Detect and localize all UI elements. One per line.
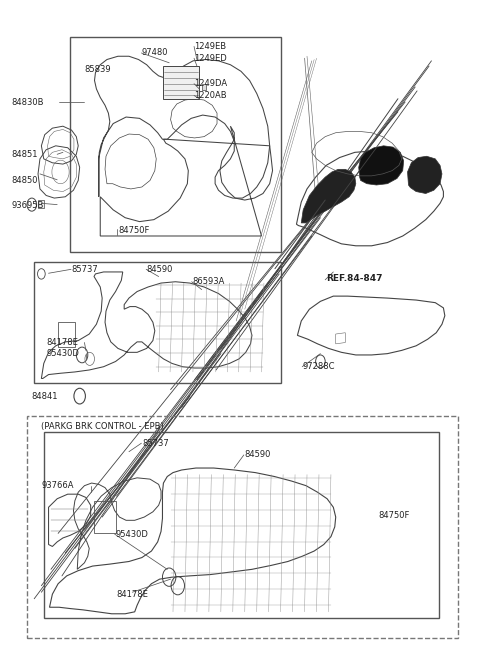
Polygon shape [408, 157, 442, 193]
Text: 95430D: 95430D [46, 349, 79, 358]
Text: REF.84-847: REF.84-847 [326, 274, 383, 283]
Bar [27, 416, 458, 638]
Text: 93695B: 93695B [11, 201, 44, 210]
Bar [70, 37, 281, 252]
Text: 84590: 84590 [245, 451, 271, 459]
Polygon shape [359, 146, 404, 185]
Text: 84178E: 84178E [116, 590, 148, 599]
Text: 84750F: 84750F [118, 226, 149, 235]
Bar [44, 432, 439, 618]
Text: 93766A: 93766A [41, 481, 74, 490]
Text: 85737: 85737 [142, 439, 168, 447]
Text: 95430D: 95430D [116, 529, 148, 538]
Text: 84851: 84851 [11, 150, 38, 159]
Text: 1249EB: 1249EB [194, 42, 227, 51]
Polygon shape [38, 200, 44, 208]
Text: 84178E: 84178E [46, 338, 78, 347]
Text: 84590: 84590 [147, 265, 173, 274]
Polygon shape [301, 170, 356, 223]
Text: 84750F: 84750F [379, 512, 410, 520]
Text: 85737: 85737 [72, 265, 98, 274]
Text: 1249ED: 1249ED [194, 54, 228, 63]
Text: 1220AB: 1220AB [194, 91, 227, 100]
Text: 85839: 85839 [84, 65, 111, 74]
Text: 1249DA: 1249DA [194, 79, 228, 88]
Text: 97480: 97480 [142, 48, 168, 58]
Text: 84830B: 84830B [11, 98, 44, 107]
Bar [34, 262, 281, 383]
Text: 84841: 84841 [32, 392, 58, 401]
Text: 86593A: 86593A [192, 277, 225, 286]
Text: 97288C: 97288C [302, 362, 335, 371]
Polygon shape [163, 66, 199, 99]
Text: (PARKG BRK CONTROL - EPB): (PARKG BRK CONTROL - EPB) [41, 422, 164, 431]
Polygon shape [202, 84, 206, 90]
Text: 84850: 84850 [11, 176, 38, 185]
